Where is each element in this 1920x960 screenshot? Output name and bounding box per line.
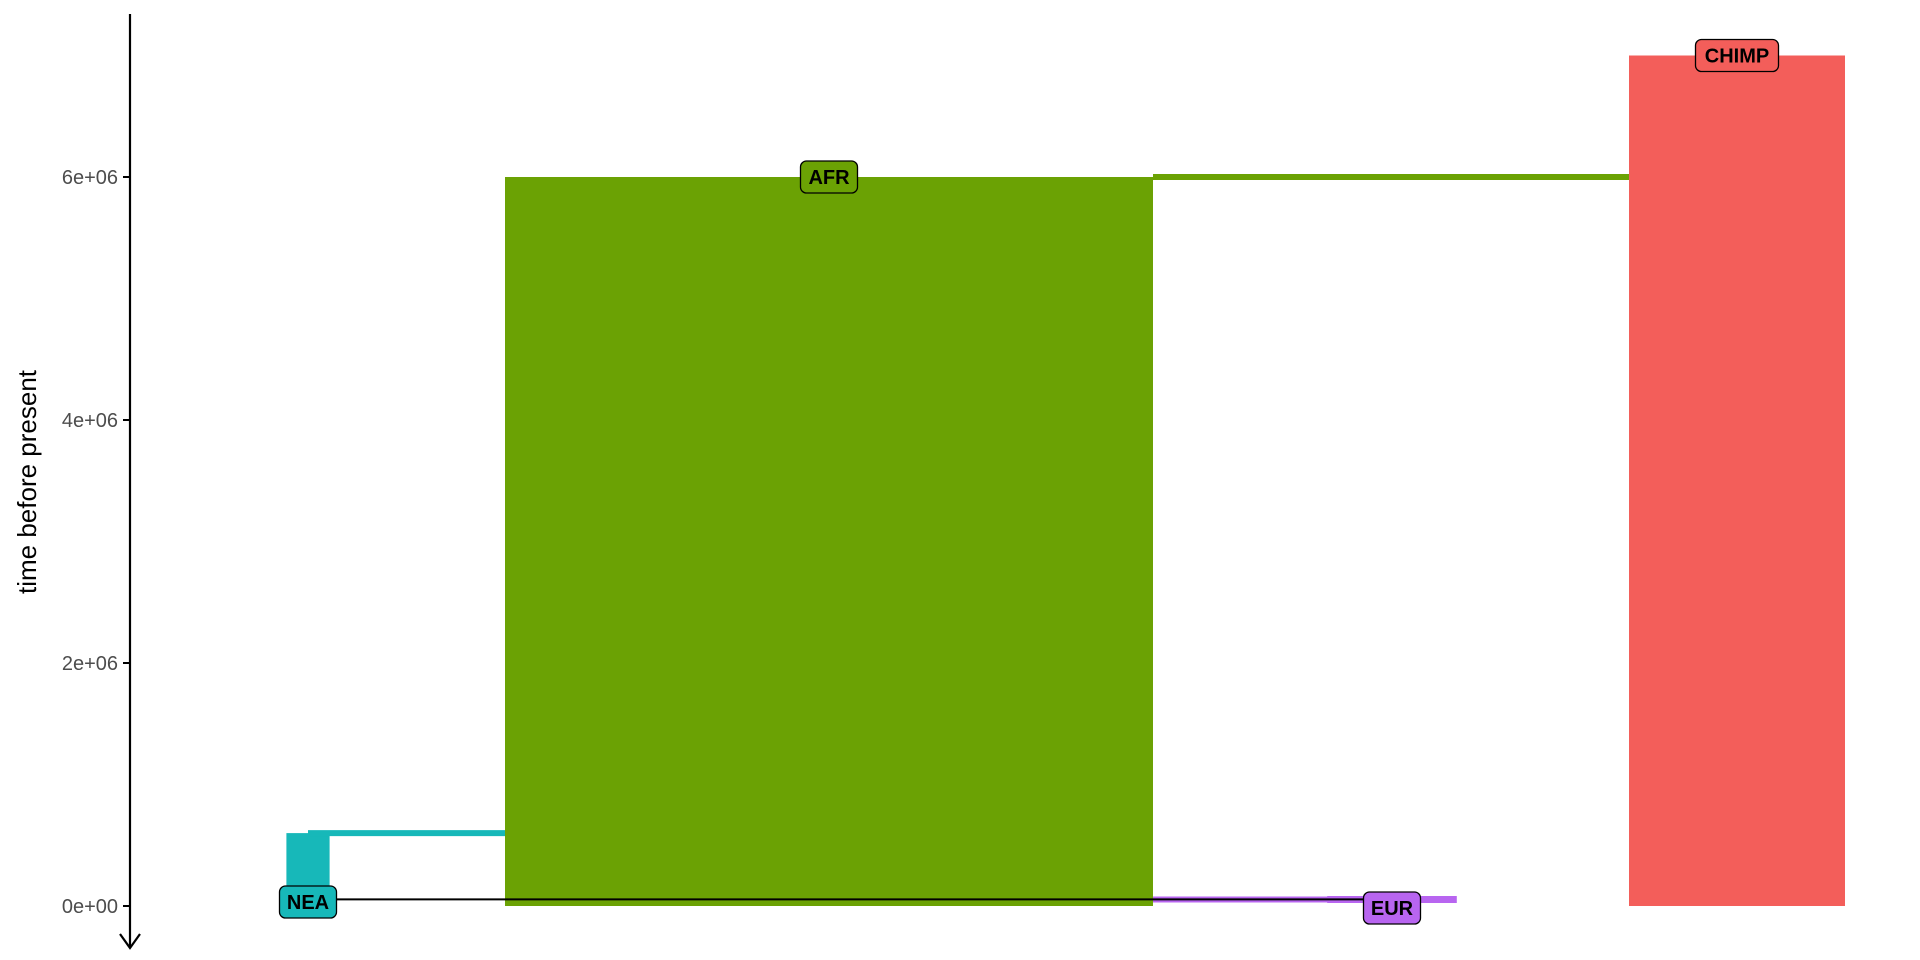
y-axis-arrowhead [119, 933, 141, 950]
population-label-box [278, 885, 338, 919]
population-label-box [1362, 891, 1422, 925]
y-axis-title: time before present [12, 369, 42, 594]
y-tick-label: 4e+06 [62, 410, 118, 432]
y-tick-label: 2e+06 [62, 653, 118, 675]
population-label-afr: AFR [799, 160, 859, 194]
population-label-box [1694, 38, 1780, 73]
population-label-box [799, 160, 859, 194]
population-label-text: AFR [808, 167, 850, 189]
population-block-afr [505, 177, 1153, 906]
y-tick-label: 0e+00 [62, 896, 118, 918]
population-label-chimp: CHIMP [1694, 38, 1780, 73]
population-label-eur: EUR [1362, 891, 1422, 925]
population-label-text: CHIMP [1705, 46, 1769, 68]
population-blocks [286, 55, 1845, 906]
y-tick-label: 6e+06 [62, 167, 118, 189]
population-label-text: NEA [287, 892, 329, 914]
y-axis: 0e+00 2e+06 4e+06 6e+06 [62, 14, 141, 950]
population-label-text: EUR [1371, 898, 1414, 920]
population-label-nea: NEA [278, 885, 338, 919]
population-labels: CHIMP AFR NEA EUR [278, 38, 1780, 925]
population-block-chimp [1629, 55, 1845, 906]
